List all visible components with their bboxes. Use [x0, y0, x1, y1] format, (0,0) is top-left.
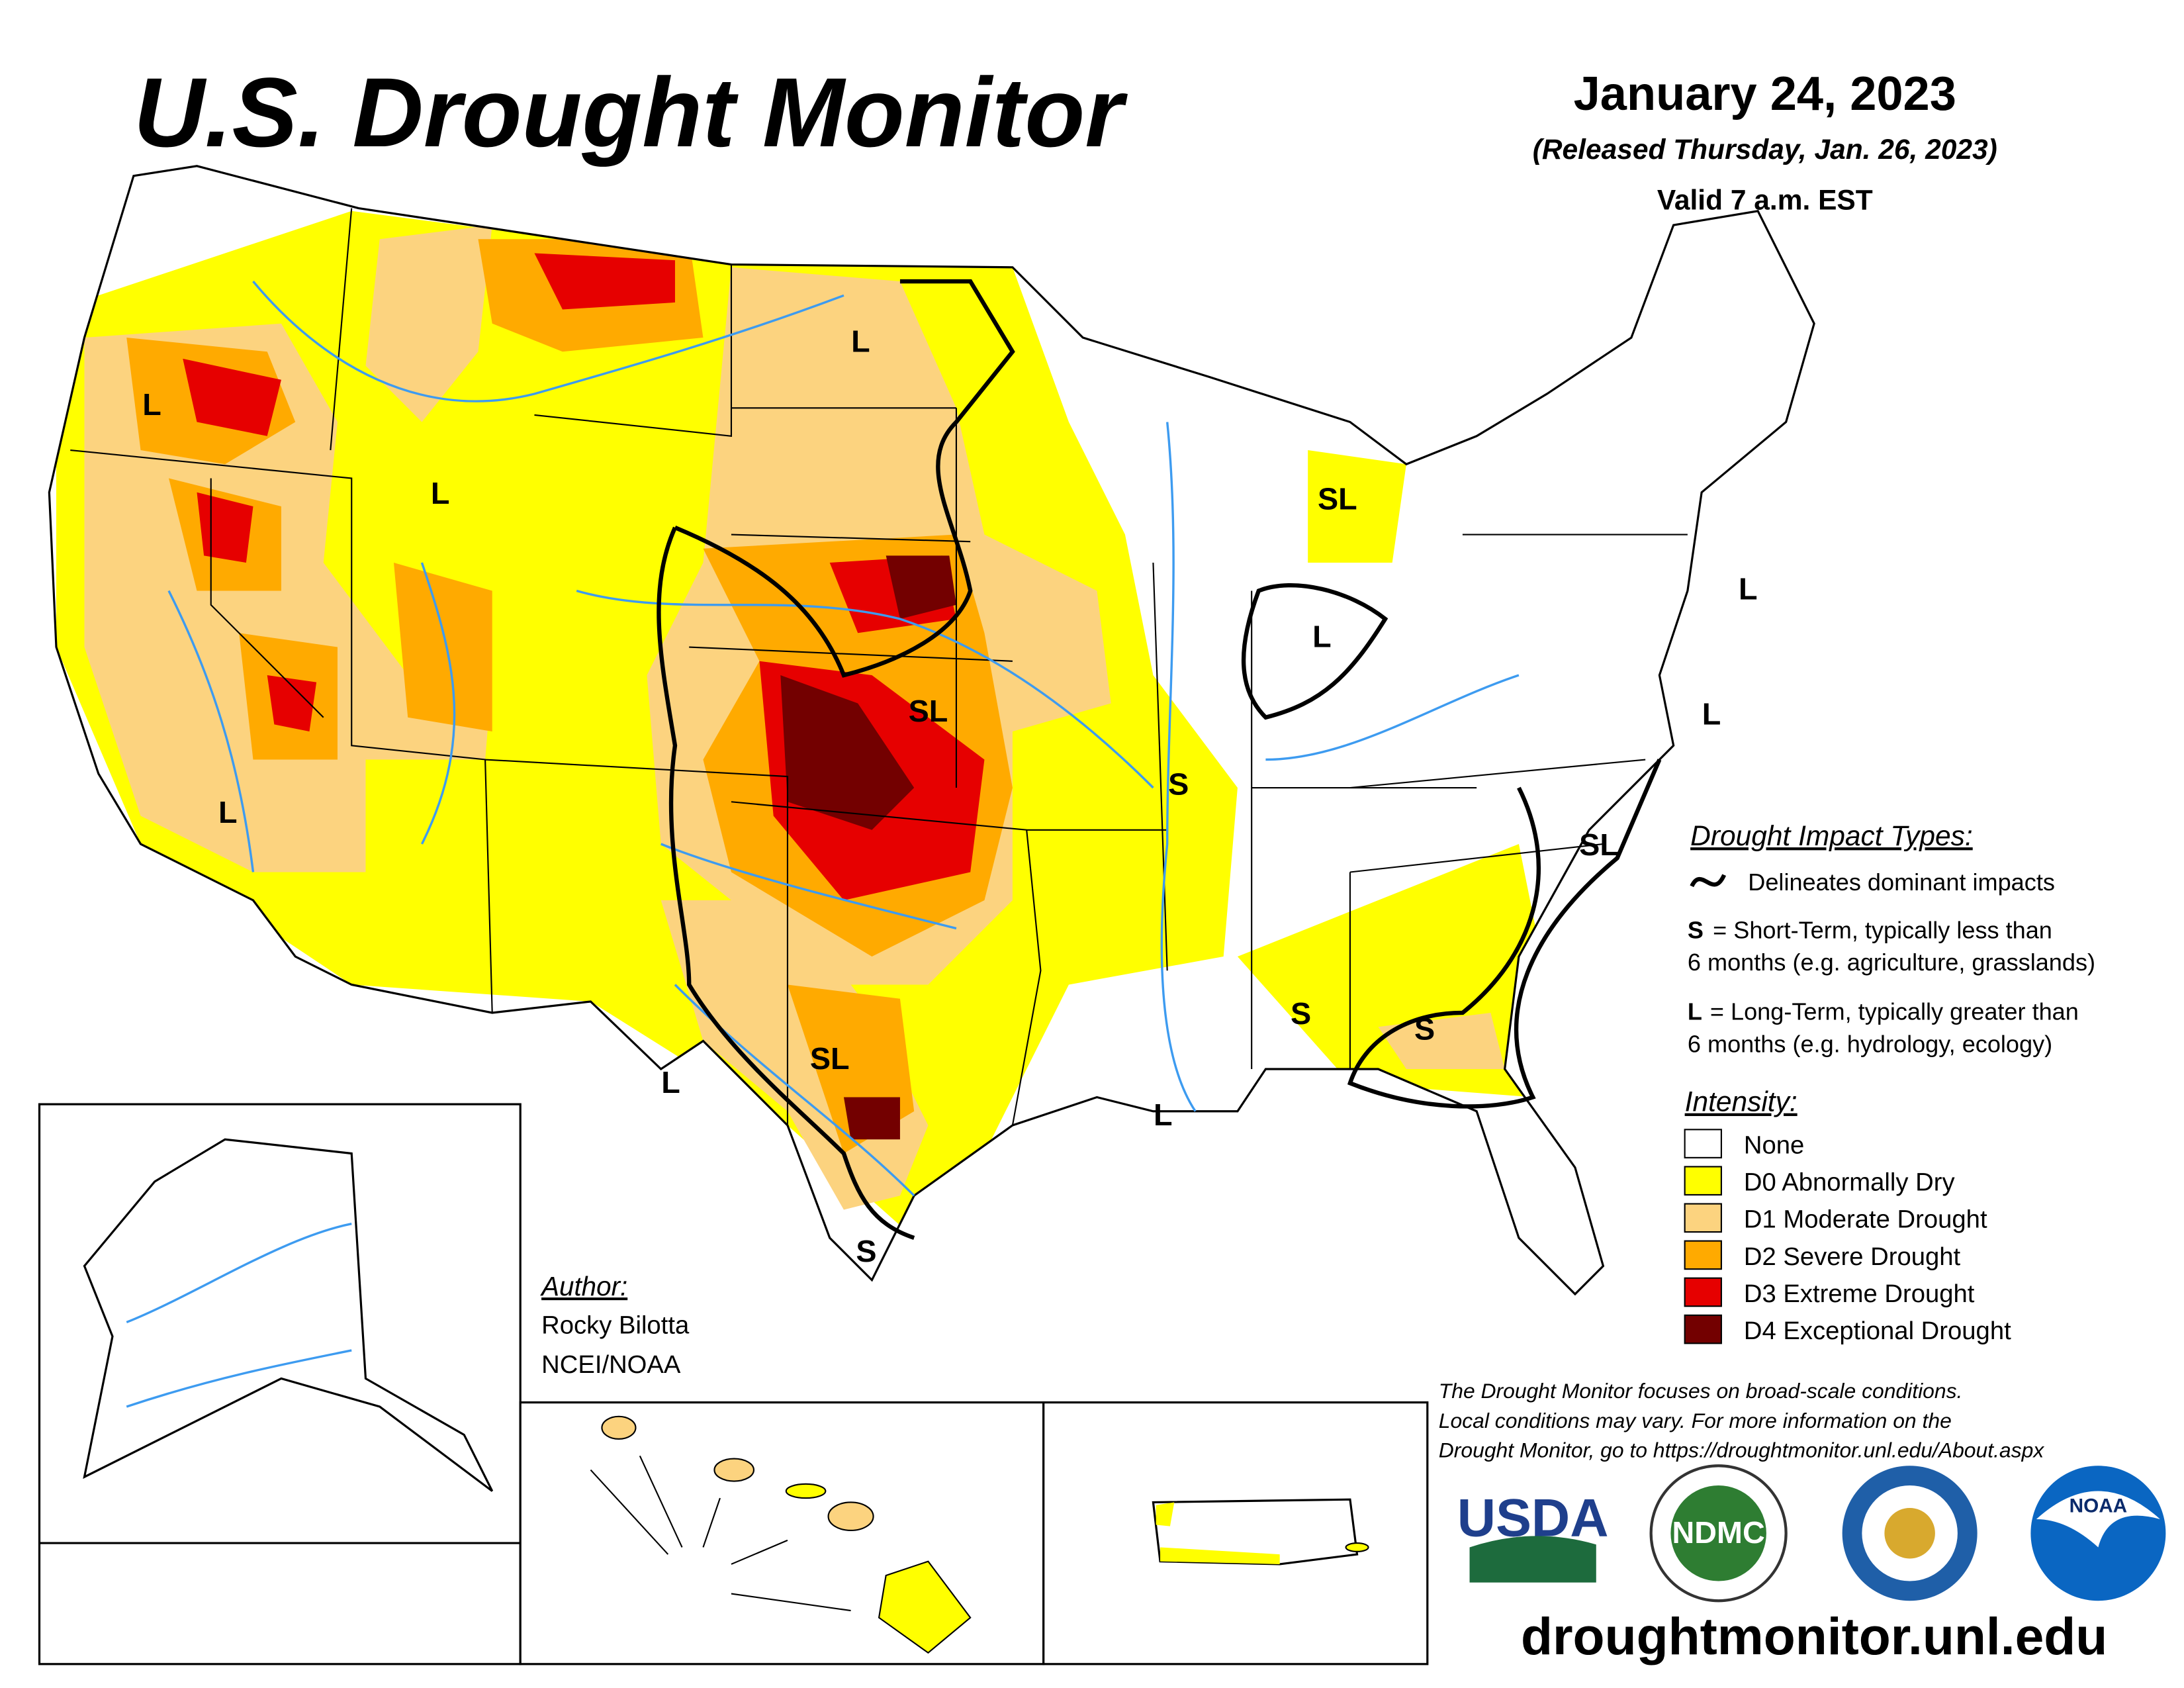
drought-area: [84, 323, 492, 872]
impact-label: SL: [1318, 481, 1357, 516]
disclaimer-line: The Drought Monitor focuses on broad-sca…: [1439, 1379, 1963, 1403]
impact-label: L: [661, 1065, 680, 1100]
disclaimer-line: Local conditions may vary. For more info…: [1439, 1409, 1952, 1432]
impact-label: L: [431, 476, 450, 510]
legend-swatch: [1684, 1203, 1722, 1233]
legend: Drought Impact Types: Delineates dominan…: [1684, 821, 2095, 1345]
drought-area: [183, 358, 281, 436]
legend-swatch: [1684, 1240, 1722, 1270]
intensity-heading: Intensity:: [1685, 1087, 1797, 1118]
author-org: NCEI/NOAA: [541, 1350, 681, 1379]
legend-label: D1 Moderate Drought: [1744, 1205, 1987, 1234]
rivers: [167, 280, 1520, 1197]
author-heading: Author:: [540, 1271, 627, 1301]
impact-label: SL: [1579, 827, 1619, 862]
impact-line-icon: [1690, 874, 1727, 888]
impact-heading: Drought Impact Types:: [1690, 821, 1973, 852]
drought-area: [1308, 450, 1406, 563]
legend-swatch: [1684, 1129, 1722, 1158]
legend-label: D0 Abnormally Dry: [1744, 1168, 1956, 1197]
impact-label: L: [851, 324, 870, 358]
author-name: Rocky Bilotta: [541, 1311, 690, 1339]
impact-label: SL: [810, 1041, 850, 1076]
valid-time: Valid 7 a.m. EST: [1657, 185, 1873, 216]
drought-area: [1378, 1012, 1505, 1069]
noaa-logo: NOAA: [2070, 1495, 2128, 1517]
long-text: = Long-Term, typically greater than: [1710, 998, 2079, 1025]
ndmc-logo: NDMC: [1672, 1515, 1765, 1550]
legend-label: D4 Exceptional Drought: [1744, 1317, 2011, 1345]
legend-label: None: [1744, 1131, 1804, 1159]
drought-area: [393, 563, 492, 732]
short-text: 6 months (e.g. agriculture, grasslands): [1688, 949, 2095, 976]
legend-label: D3 Extreme Drought: [1744, 1280, 1975, 1308]
drought-area: [365, 225, 492, 422]
impact-line-text: Delineates dominant impacts: [1748, 868, 2055, 896]
impact-label: L: [1312, 620, 1332, 654]
hawaii-inset: [519, 1401, 1045, 1665]
impact-label: S: [1168, 767, 1189, 802]
drought-area: [843, 1097, 900, 1140]
drought-area: [534, 253, 675, 310]
short-text: = Short-Term, typically less than: [1713, 916, 2052, 943]
impact-label: S: [1414, 1011, 1435, 1046]
impact-label: L: [1739, 571, 1758, 606]
legend-swatch: [1684, 1277, 1722, 1307]
disclaimer-line: Drought Monitor, go to https://droughtmo…: [1439, 1438, 2045, 1462]
short-symbol: S: [1688, 916, 1704, 943]
drought-area: [267, 675, 317, 732]
impact-label: SL: [909, 694, 948, 728]
website-url: droughtmonitor.unl.edu: [1521, 1607, 2107, 1665]
impact-label: S: [856, 1234, 876, 1268]
long-text: 6 months (e.g. hydrology, ecology): [1688, 1030, 2052, 1057]
impact-label: L: [142, 387, 161, 422]
puerto-rico-inset: [1042, 1401, 1429, 1665]
impact-lines: [657, 279, 1662, 1241]
state-lines: [70, 208, 1688, 1126]
legend-swatch: [1684, 1314, 1722, 1344]
release-date: (Released Thursday, Jan. 26, 2023): [1533, 134, 1997, 165]
impact-label: L: [218, 795, 238, 829]
impact-label: S: [1291, 996, 1311, 1031]
impact-label: L: [1154, 1098, 1173, 1132]
date: January 24, 2023: [1574, 68, 1956, 120]
conus-map: LLLLSLLSLSSLLLSSSLLLSSL: [48, 165, 1815, 1612]
impact-label: L: [1702, 696, 1721, 731]
drought-area: [886, 555, 956, 620]
legend-swatch: [1684, 1166, 1722, 1196]
drought-area: [780, 675, 915, 830]
legend-label: D2 Severe Drought: [1744, 1243, 1961, 1271]
long-symbol: L: [1688, 998, 1702, 1025]
title: U.S. Drought Monitor: [134, 57, 1128, 167]
alaska-inset: [38, 1103, 522, 1665]
logos: USDA NDMC NOAA: [1457, 1464, 2166, 1603]
